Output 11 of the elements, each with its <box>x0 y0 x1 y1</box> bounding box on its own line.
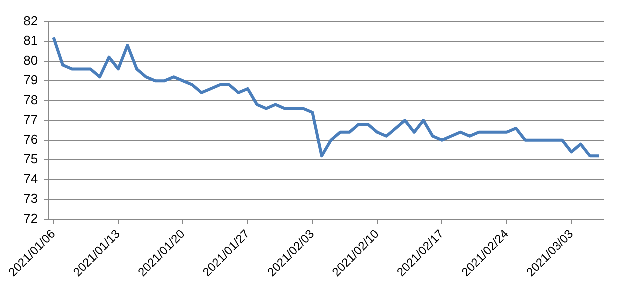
y-tick-label: 81 <box>24 33 38 48</box>
y-tick-label: 73 <box>24 191 38 206</box>
y-tick-label: 82 <box>24 13 38 28</box>
y-tick-label: 75 <box>24 152 38 167</box>
y-tick-label: 77 <box>24 112 38 128</box>
y-tick-label: 79 <box>24 72 38 88</box>
y-tick-label: 78 <box>24 92 38 108</box>
y-tick-label: 76 <box>24 132 38 147</box>
y-tick-label: 80 <box>24 52 38 68</box>
y-tick-label: 74 <box>24 171 38 186</box>
y-tick-label: 72 <box>24 210 38 226</box>
